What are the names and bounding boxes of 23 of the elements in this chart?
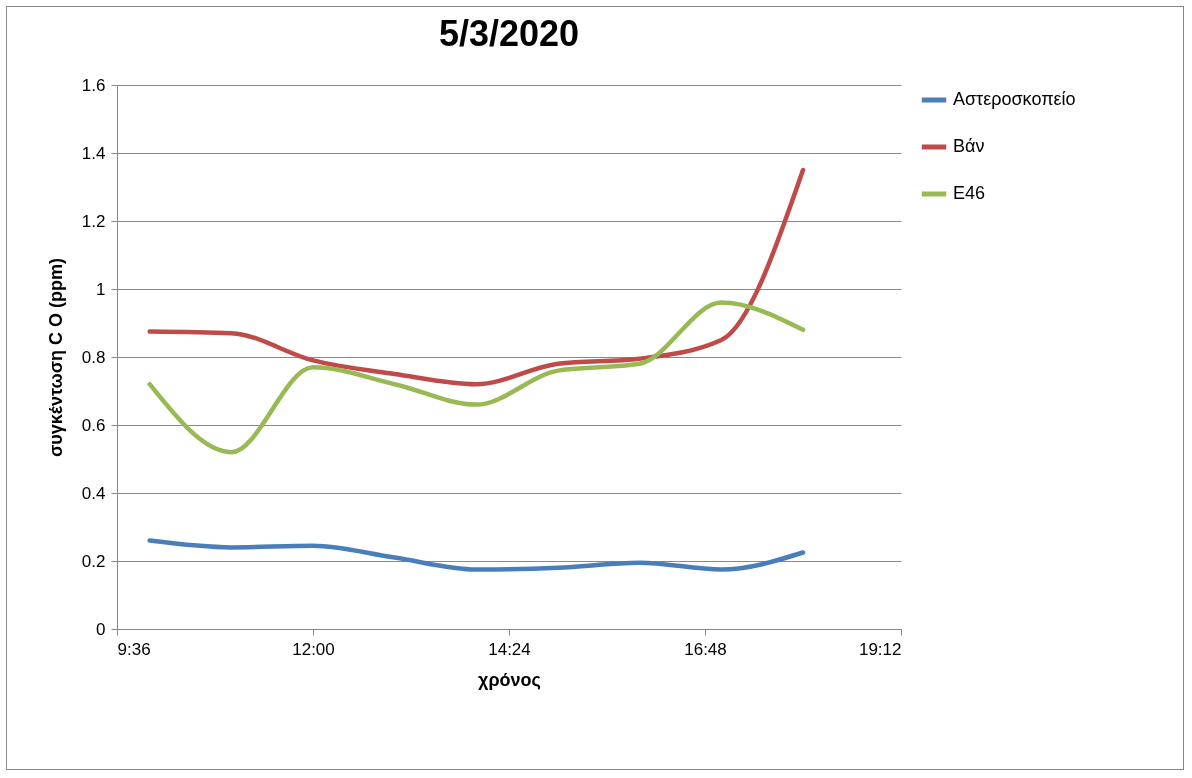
x-tick-label: 16:48: [684, 639, 727, 659]
y-tick-label: 0.6: [81, 415, 106, 435]
x-tick-label: 14:24: [488, 639, 531, 659]
y-tick-label: 1.2: [81, 211, 106, 231]
y-tick-label: 0: [96, 619, 106, 639]
y-tick-label: 1: [96, 279, 106, 299]
line-series: [147, 538, 806, 572]
y-tick-label: 0.8: [81, 347, 106, 367]
x-axis-title: χρόνος: [478, 669, 541, 690]
x-tick-label: 12:00: [292, 639, 335, 659]
y-tick-label: 0.2: [81, 551, 106, 571]
legend-label: E46: [953, 183, 986, 203]
x-tick-label: 9:36: [117, 639, 151, 659]
y-tick-label: 1.6: [81, 75, 106, 95]
legend-label: Αστεροσκοπείο: [953, 89, 1076, 109]
line-series: [147, 167, 806, 387]
y-tick-label: 0.4: [81, 483, 106, 503]
line-series: [147, 300, 806, 455]
chart-title: 5/3/2020: [438, 13, 580, 54]
x-tick-label: 19:12: [858, 639, 902, 659]
y-tick-label: 1.4: [81, 143, 106, 163]
y-axis-title: συγκέντωση C O (ppm): [45, 257, 66, 458]
legend-label: Βάν: [953, 136, 985, 156]
